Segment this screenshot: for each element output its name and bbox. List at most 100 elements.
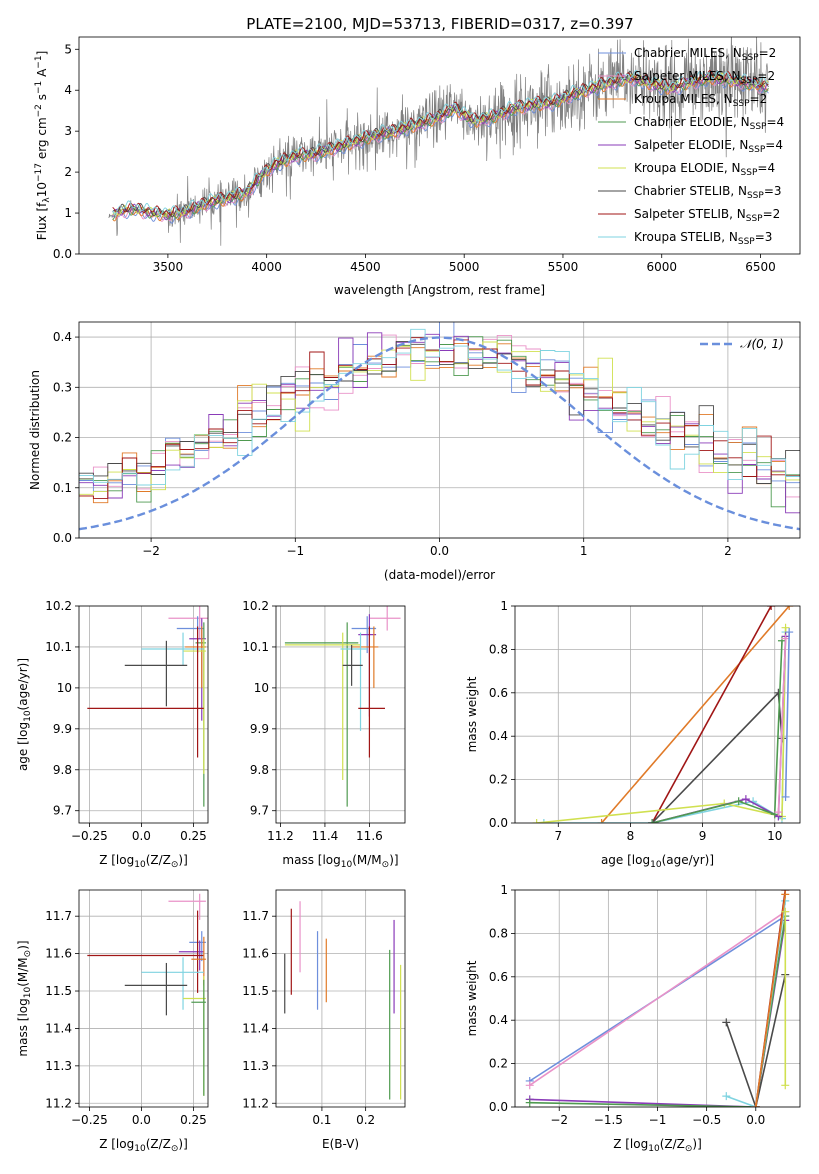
x-tick-label: 8 (627, 829, 635, 843)
y-tick-label: 11.5 (242, 984, 269, 998)
ylabel-label-part: erg cm (35, 117, 49, 163)
x-tick-label: 2 (724, 544, 732, 558)
errorbar-point (87, 910, 204, 993)
x-tick-label: 3500 (153, 260, 184, 274)
ylabel-label-part: ] (35, 51, 49, 56)
legend-entry: Salpeter STELIB, NSSP=2 (634, 207, 780, 224)
legend-entry: Salpeter MILES, NSSP=2 (634, 69, 775, 86)
xlabel-label-part: age [log (601, 853, 650, 867)
y-tick-label: 0.0 (489, 816, 508, 830)
errorbar-point (342, 644, 363, 686)
xlabel-label-part: Z [log (613, 1137, 648, 1151)
weight-marker (722, 1092, 731, 1101)
weight-marker (525, 1081, 534, 1090)
y-tick-label: 9.9 (250, 722, 269, 736)
weight-marker (734, 797, 743, 806)
axes-frame-spectrum (78, 36, 801, 255)
legend-entry-suffix: =4 (757, 161, 775, 175)
legend-entry-name: Chabrier MILES, N (634, 46, 742, 60)
ylabel-label-part: )] (16, 940, 30, 949)
spectrum-model-line (112, 72, 769, 218)
y-tick-label: 0.6 (489, 686, 508, 700)
y-tick-label: 10.1 (45, 640, 72, 654)
y-tick-label: 2 (64, 165, 72, 179)
xlabel-label: mass [log10(M/M⊙)] (282, 853, 398, 870)
xlabel-label-part: Z [log (99, 1137, 134, 1151)
plot-area-age-vs-mass (284, 606, 401, 807)
ylabel-label-part: (age/yr)] (16, 658, 30, 710)
figure-title: PLATE=2100, MJD=53713, FIBERID=0317, z=0… (246, 15, 633, 33)
weight-marker (781, 792, 790, 801)
ylabel-label-part: 10 (23, 710, 33, 722)
normal-reference-curve (79, 336, 800, 531)
weight-marker (767, 606, 776, 610)
errorbar-point (369, 606, 401, 631)
plot-area-weight-vs-Z (525, 890, 790, 1107)
legend-entry-name: Salpeter STELIB, N (634, 207, 746, 221)
x-axis-label: (data-model)/error (384, 568, 495, 582)
y-tick-label: 1 (500, 599, 508, 613)
legend-entry-name: Kroupa ELODIE, N (634, 161, 741, 175)
ylabel-label-part: Flux [f (35, 202, 49, 240)
xlabel-label-part: (Z/Z (146, 1137, 171, 1151)
xlabel-label-part: (Z/Z (660, 1137, 685, 1151)
y-axis-label: Normed distribution (28, 370, 42, 490)
legend-entry-sub: SSP (750, 122, 767, 132)
x-tick-label: −1 (286, 544, 304, 558)
weight-marker (751, 1103, 760, 1107)
weight-marker (781, 623, 790, 632)
weight-line (536, 627, 787, 823)
weight-marker (785, 628, 794, 637)
plot-area-mass-vs-Z (87, 893, 206, 1096)
errorbar-point (124, 640, 188, 707)
errorbar-point (284, 632, 361, 781)
y-tick-label: 9.9 (53, 722, 72, 736)
legend-entry-suffix: =4 (765, 138, 783, 152)
legend-entry-suffix: =3 (764, 184, 782, 198)
y-tick-label: 10 (254, 681, 269, 695)
xlabel-label: age [log10(age/yr)] (601, 853, 714, 870)
x-tick-label: −0.25 (71, 1113, 108, 1127)
legend-entry-sub: SSP (741, 76, 758, 86)
x-axis-label: E(B-V) (322, 1137, 359, 1151)
ylabel-label-part: −2 (34, 104, 44, 117)
legend-entry: Kroupa ELODIE, NSSP=4 (634, 161, 775, 178)
plot-area-weight-vs-age (532, 606, 794, 823)
legend-entry: Kroupa MILES, NSSP=2 (634, 92, 767, 109)
y-tick-label: 0.0 (53, 247, 72, 261)
y-tick-label: 11.7 (242, 909, 269, 923)
x-tick-label: 0.1 (312, 1113, 331, 1127)
legend-entry: Chabrier STELIB, NSSP=3 (634, 184, 782, 201)
legend-entry-suffix: =2 (759, 46, 777, 60)
legend-entry-sub: SSP (742, 53, 759, 63)
legend-entry-name: Kroupa MILES, N (634, 92, 733, 106)
weight-marker (785, 606, 794, 610)
xlabel-label-part: )] (178, 853, 187, 867)
weight-line (755, 894, 787, 1107)
xlabel-label: Z [log10(Z/Z⊙)] (99, 853, 188, 870)
ylabel-label: Flux [fλ10−17 erg cm−2 s−1 A−1] (34, 51, 52, 241)
errorbar-point (191, 979, 206, 1096)
plot-area-age-vs-Z (87, 606, 208, 807)
y-tick-label: 9.7 (53, 804, 72, 818)
x-tick-label: 1 (580, 544, 588, 558)
weight-line (600, 606, 790, 823)
x-tick-label: −0.5 (692, 1113, 721, 1127)
xlabel-label-part: ⊙ (685, 1144, 693, 1154)
y-tick-label: 0.6 (489, 970, 508, 984)
axes-frame-mass-vs-ebv (275, 889, 406, 1108)
x-tick-label: −2 (550, 1113, 568, 1127)
axes-weight-vs-Z: −2 −1.5 −1 −0.5 0.0 0.0 0.2 0.4 0.6 0.8 1 Z [log10(… (465, 883, 801, 1154)
x-tick-label: 10 (767, 829, 782, 843)
y-tick-label: 10.1 (242, 640, 269, 654)
y-tick-label: 0.0 (53, 531, 72, 545)
legend-entry-name: Salpeter ELODIE, N (634, 138, 748, 152)
x-tick-label: 0.0 (132, 829, 151, 843)
y-tick-label: 4 (64, 83, 72, 97)
y-tick-label: 11.3 (242, 1059, 269, 1073)
ylabel-label-part: −1 (34, 55, 44, 68)
